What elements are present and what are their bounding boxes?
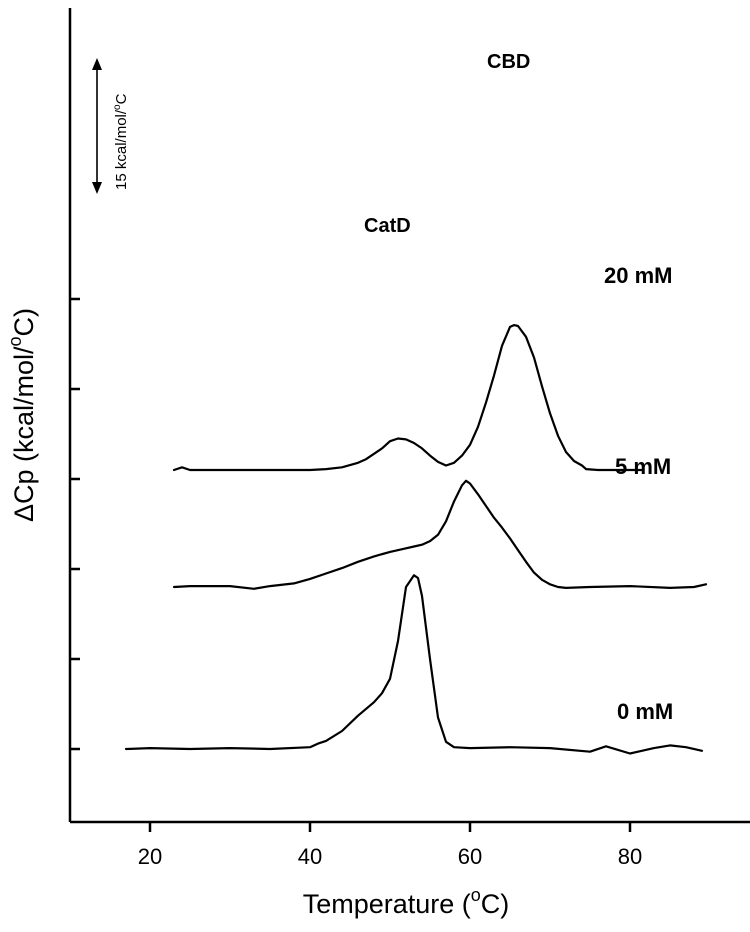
x-ticks: 20 40 60 80 <box>138 822 642 869</box>
scale-bar-arrow-down-icon <box>92 182 102 194</box>
trace-label-0mm: 0 mM <box>617 699 673 724</box>
x-tick-label-40: 40 <box>298 844 322 869</box>
x-tick-label-20: 20 <box>138 844 162 869</box>
trace-label-20mm: 20 mM <box>604 263 672 288</box>
scale-bar: 15 kcal/mol/oC <box>92 58 130 194</box>
trace-label-5mm: 5 mM <box>615 454 671 479</box>
series-line-0mm <box>124 574 704 755</box>
y-axis-title: ΔCp (kcal/mol/oC) <box>5 308 39 522</box>
scale-bar-label: 15 kcal/mol/oC <box>112 93 130 190</box>
annotation-catd: CatD <box>364 215 411 237</box>
annotation-cbd: CBD <box>487 51 530 73</box>
series-line-20mm <box>172 324 644 472</box>
scale-bar-arrow-up-icon <box>92 58 102 70</box>
x-tick-label-60: 60 <box>458 844 482 869</box>
series-line-5mm <box>172 479 708 590</box>
x-axis-title: Temperature (oC) <box>303 885 510 919</box>
y-ticks <box>70 297 80 751</box>
x-tick-label-80: 80 <box>618 844 642 869</box>
dsc-curves <box>124 324 708 755</box>
